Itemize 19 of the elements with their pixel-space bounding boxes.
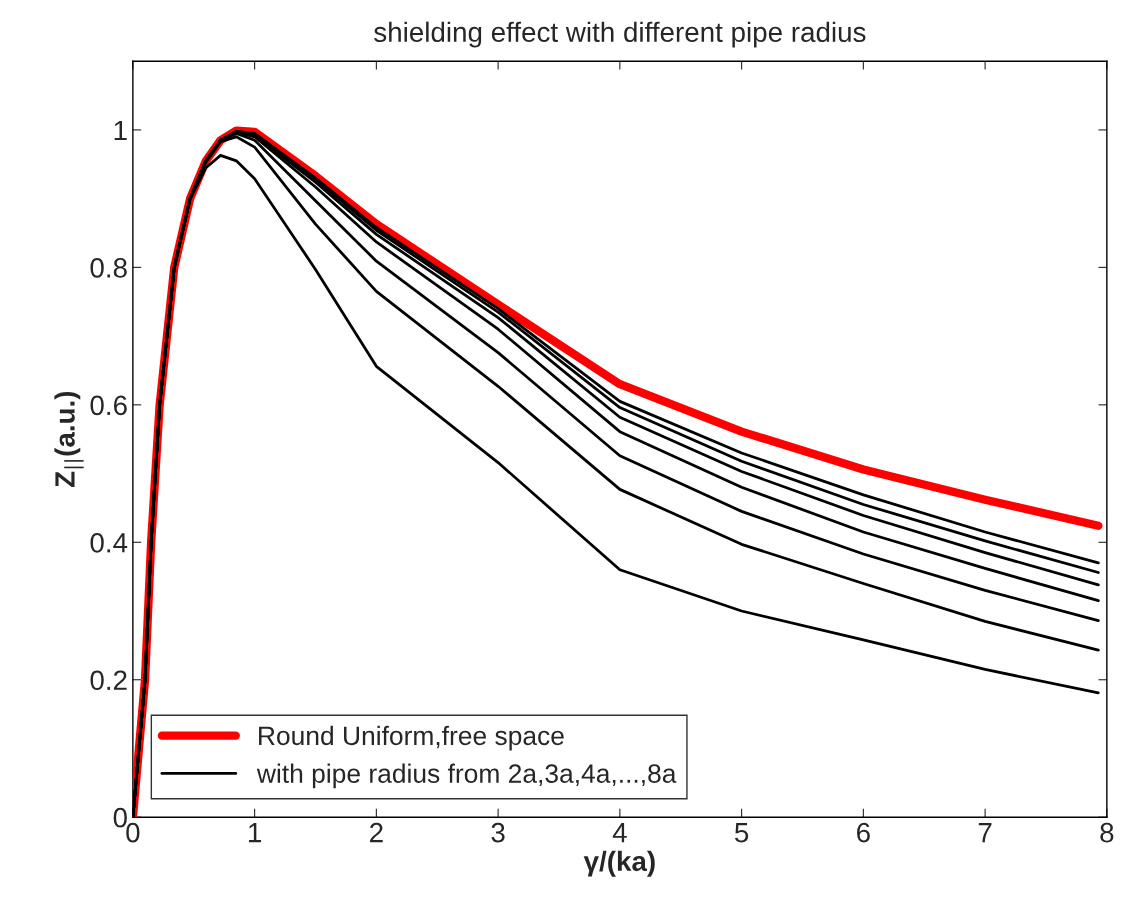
x-tick-label: 4 — [612, 823, 627, 843]
x-tick-label: 6 — [857, 822, 870, 843]
y-axis-title: Z$_{||}$(a.u.) — [54, 391, 84, 488]
x-tick-label: 7 — [978, 823, 992, 843]
legend-label: Round Uniform,free space — [259, 725, 564, 751]
x-tick-label: 5 — [735, 823, 749, 843]
y-tick-label: 0.2 — [90, 670, 127, 691]
chart-title: shielding effect with different pipe radius — [374, 21, 866, 48]
y-tick-label: 0.6 — [90, 395, 127, 416]
x-tick-label: 8 — [1100, 822, 1114, 843]
y-tick-label: 0.8 — [90, 258, 127, 278]
y-tick-label: 1 — [114, 120, 127, 140]
y-tick-label: 0 — [113, 807, 127, 828]
y-tick-label: 0.4 — [90, 532, 128, 553]
x-tick-label: 3 — [491, 822, 505, 843]
x-axis-title: γ/(ka) — [583, 850, 655, 877]
x-tick-label: 1 — [249, 823, 261, 843]
x-tick-label: 2 — [370, 822, 383, 843]
legend-label: with pipe radius from 2a,3a,4a,...,8a — [256, 763, 677, 789]
